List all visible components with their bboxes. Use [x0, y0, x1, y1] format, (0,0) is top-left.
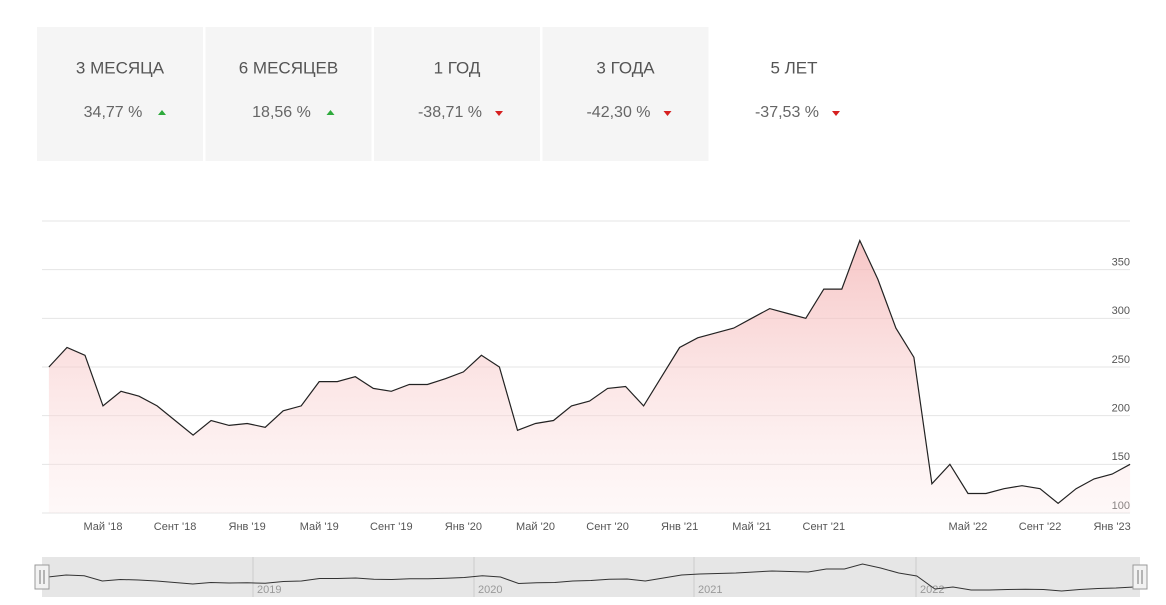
tab-bg[interactable]: [205, 27, 372, 161]
x-tick-label: Май '21: [732, 521, 771, 533]
tab-bg[interactable]: [37, 27, 203, 161]
change-arrow: [495, 111, 503, 116]
x-tick-label: Янв '19: [229, 521, 266, 533]
navigator-handle[interactable]: [34, 564, 50, 590]
x-tick-label: Сент '18: [154, 521, 197, 533]
y-tick-label: 250: [1112, 354, 1130, 366]
tab-label: 3 ГОДА: [596, 58, 655, 77]
x-tick-label: Сент '20: [586, 521, 629, 533]
tab-label: 3 МЕСЯЦА: [76, 58, 165, 77]
x-tick-label: Сент '21: [803, 521, 846, 533]
tab-bg[interactable]: [374, 27, 540, 161]
price-line: [48, 238, 1131, 505]
change-arrow: [326, 110, 335, 115]
tab-label: 6 МЕСЯЦЕВ: [239, 58, 339, 77]
tab-change: 18,56 %: [252, 104, 311, 121]
x-tick-label: Сент '22: [1019, 521, 1062, 533]
x-tick-label: Май '20: [516, 521, 555, 533]
change-arrow: [832, 111, 840, 116]
tab-change: -37,53 %: [755, 104, 819, 121]
x-tick-label: Май '18: [84, 521, 123, 533]
navigator-line: [47, 563, 1135, 592]
year-label: 2019: [257, 584, 281, 596]
x-tick-label: Май '19: [300, 521, 339, 533]
area: [48, 240, 1131, 513]
x-tick-label: Янв '21: [661, 521, 698, 533]
tab-label: 5 ЛЕТ: [770, 58, 817, 77]
change-arrow: [663, 111, 672, 116]
tab-label: 1 ГОД: [434, 58, 481, 77]
x-tick-label: Май '22: [948, 521, 987, 533]
navigator-bg[interactable]: [42, 557, 1140, 597]
y-tick-label: 350: [1112, 257, 1130, 269]
tab-change: -38,71 %: [418, 104, 482, 121]
change-arrow: [158, 110, 166, 115]
tab-bg[interactable]: [542, 27, 709, 161]
x-tick-label: Сент '19: [370, 521, 413, 533]
navigator-handle[interactable]: [1132, 564, 1148, 590]
year-label: 2021: [698, 584, 722, 596]
year-label: 2022: [920, 584, 944, 596]
y-tick-label: 300: [1112, 305, 1130, 317]
y-tick-label: 150: [1112, 451, 1130, 463]
x-tick-label: Янв '23: [1093, 521, 1130, 533]
y-tick-label: 200: [1112, 403, 1130, 415]
tab-change: -42,30 %: [586, 104, 650, 121]
tab-change: 34,77 %: [84, 104, 143, 121]
year-label: 2020: [478, 584, 502, 596]
x-tick-label: Янв '20: [445, 521, 482, 533]
